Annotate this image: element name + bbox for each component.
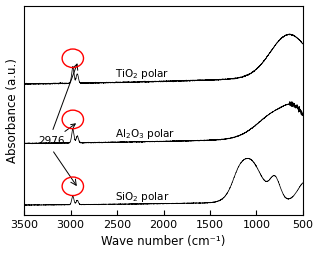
Text: SiO$_2$ polar: SiO$_2$ polar [115,190,170,204]
Text: TiO$_2$ polar: TiO$_2$ polar [115,67,169,81]
X-axis label: Wave number (cm⁻¹): Wave number (cm⁻¹) [101,235,226,248]
Y-axis label: Absorbance (a.u.): Absorbance (a.u.) [5,58,19,163]
Text: 2976: 2976 [39,124,75,146]
Text: Al$_2$O$_3$ polar: Al$_2$O$_3$ polar [115,127,175,141]
